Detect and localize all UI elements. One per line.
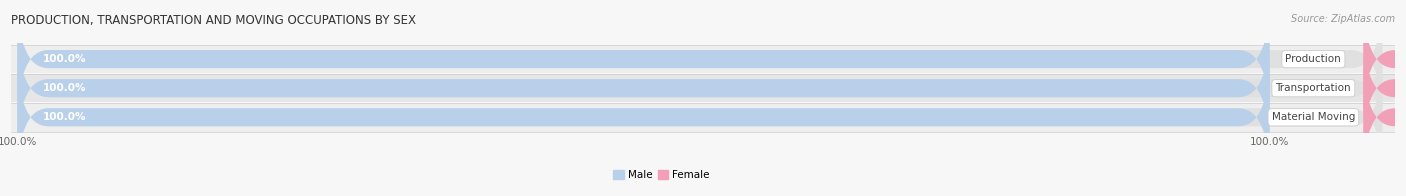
FancyBboxPatch shape xyxy=(1364,24,1406,152)
FancyBboxPatch shape xyxy=(6,103,1406,132)
Text: 100.0%: 100.0% xyxy=(42,54,86,64)
FancyBboxPatch shape xyxy=(17,0,1270,123)
FancyBboxPatch shape xyxy=(17,24,1270,152)
FancyBboxPatch shape xyxy=(1364,54,1406,181)
Text: Transportation: Transportation xyxy=(1275,83,1351,93)
FancyBboxPatch shape xyxy=(6,74,1406,103)
Text: Material Moving: Material Moving xyxy=(1271,112,1355,122)
FancyBboxPatch shape xyxy=(17,24,1382,152)
Text: PRODUCTION, TRANSPORTATION AND MOVING OCCUPATIONS BY SEX: PRODUCTION, TRANSPORTATION AND MOVING OC… xyxy=(11,14,416,27)
FancyBboxPatch shape xyxy=(6,45,1406,73)
Text: 100.0%: 100.0% xyxy=(42,83,86,93)
Text: Production: Production xyxy=(1285,54,1341,64)
Text: 100.0%: 100.0% xyxy=(42,112,86,122)
Text: Source: ZipAtlas.com: Source: ZipAtlas.com xyxy=(1291,14,1395,24)
Legend: Male, Female: Male, Female xyxy=(609,166,714,184)
FancyBboxPatch shape xyxy=(17,54,1270,181)
FancyBboxPatch shape xyxy=(17,0,1382,123)
FancyBboxPatch shape xyxy=(17,54,1382,181)
FancyBboxPatch shape xyxy=(1364,0,1406,123)
